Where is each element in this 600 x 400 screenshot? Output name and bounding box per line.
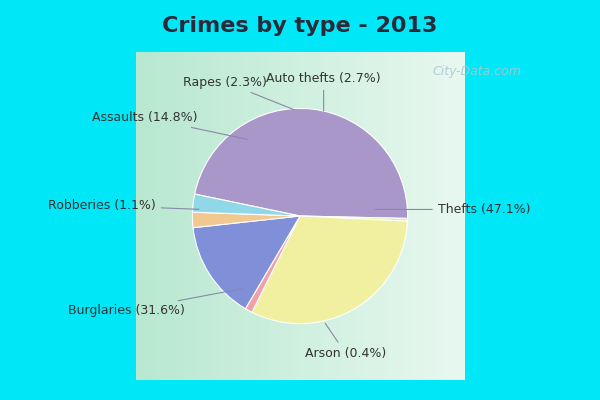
Wedge shape xyxy=(194,108,407,218)
Text: Arson (0.4%): Arson (0.4%) xyxy=(305,323,386,360)
Text: Robberies (1.1%): Robberies (1.1%) xyxy=(48,199,199,212)
Wedge shape xyxy=(193,216,300,309)
Text: Auto thefts (2.7%): Auto thefts (2.7%) xyxy=(266,72,381,111)
Wedge shape xyxy=(245,216,300,312)
Text: Thefts (47.1%): Thefts (47.1%) xyxy=(375,203,530,216)
Wedge shape xyxy=(300,216,407,221)
Wedge shape xyxy=(193,194,300,216)
Wedge shape xyxy=(193,212,300,228)
Text: Assaults (14.8%): Assaults (14.8%) xyxy=(92,111,247,139)
Text: Burglaries (31.6%): Burglaries (31.6%) xyxy=(68,289,242,317)
Text: Rapes (2.3%): Rapes (2.3%) xyxy=(184,76,295,110)
Wedge shape xyxy=(252,216,407,324)
Text: City-Data.com: City-Data.com xyxy=(432,66,521,78)
Text: Crimes by type - 2013: Crimes by type - 2013 xyxy=(163,16,437,36)
